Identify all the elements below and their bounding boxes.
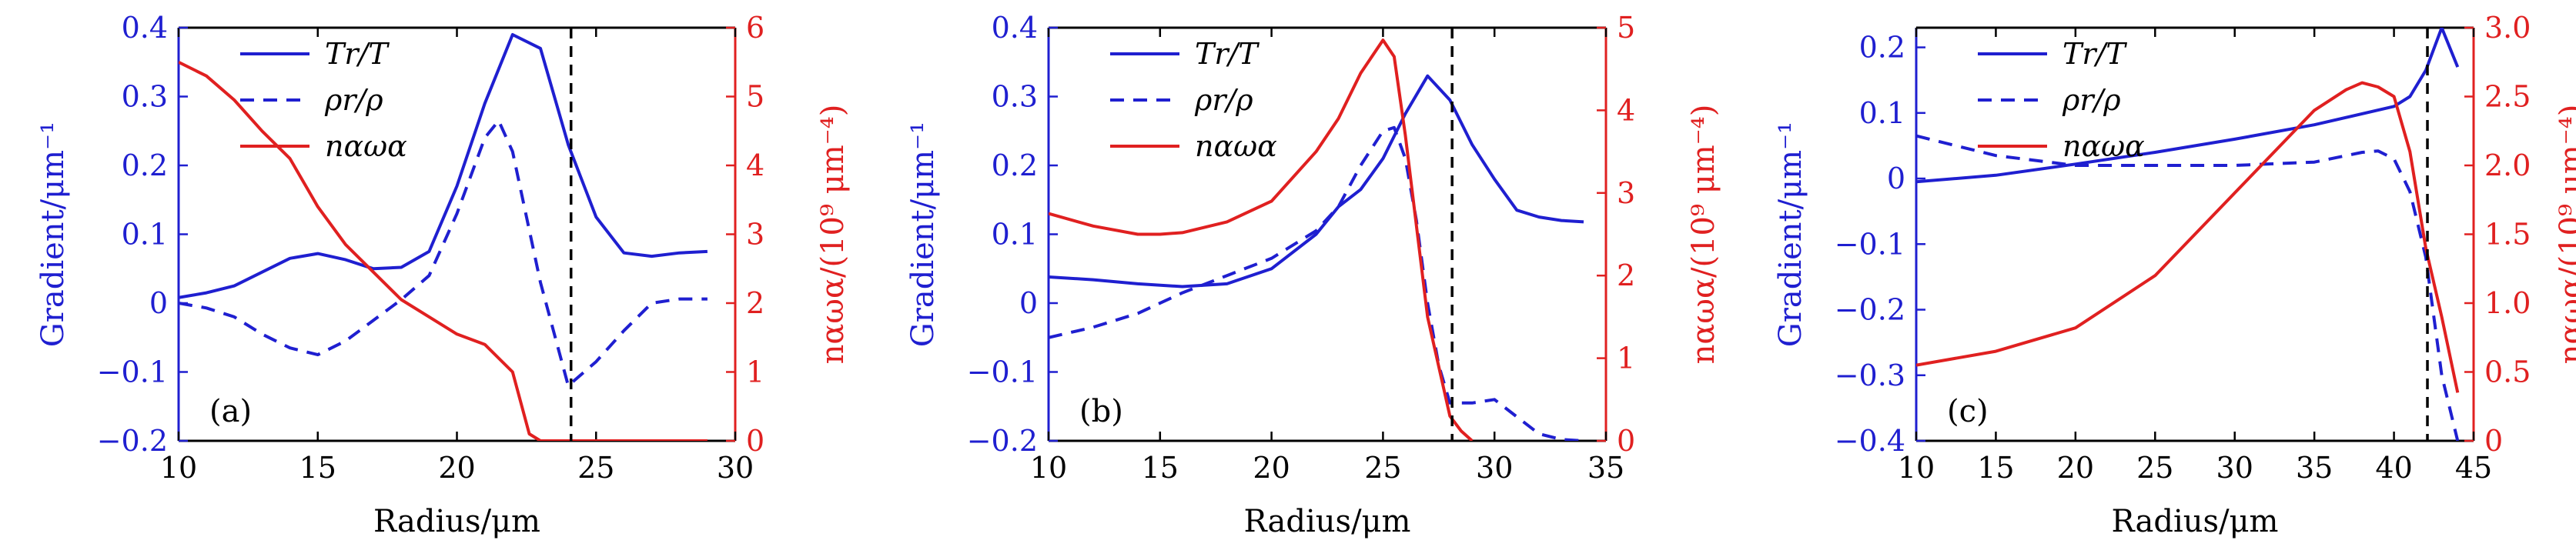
series-t-ratio: [1049, 74, 1584, 289]
y-right-tick-label: 5: [1617, 11, 1635, 45]
y-right-axis-label: nαωα/(10⁹ μm⁻⁴): [1686, 105, 1721, 365]
x-tick-label: 25: [577, 451, 614, 485]
y-left-tick-label: −0.2: [967, 424, 1038, 458]
legend-label: nαωα: [2062, 129, 2145, 163]
x-tick-label: 15: [1977, 451, 2014, 485]
legend-label: ρr/ρ: [1194, 83, 1253, 117]
y-left-tick-label: −0.3: [1835, 359, 1905, 392]
x-tick-label: 15: [299, 451, 336, 485]
x-tick-label: 25: [1364, 451, 1401, 485]
legend-label: Tr/T: [2062, 37, 2127, 71]
x-tick-label: 45: [2455, 451, 2492, 485]
y-left-tick-label: 0: [1887, 162, 1905, 195]
y-left-axis-label: Gradient/μm⁻¹: [1773, 122, 1808, 347]
x-tick-label: 10: [160, 451, 197, 485]
y-left-tick-label: 0.3: [122, 80, 168, 114]
y-right-tick-label: 1.0: [2484, 286, 2531, 320]
x-axis-label: Radius/μm: [373, 504, 540, 539]
x-tick-label: 40: [2375, 451, 2412, 485]
y-left-tick-label: −0.1: [1835, 227, 1905, 261]
y-right-tick-label: 4: [746, 148, 764, 182]
y-left-tick-label: 0.2: [122, 148, 168, 182]
y-left-tick-label: 0: [149, 286, 168, 320]
y-left-axis-label: Gradient/μm⁻¹: [35, 122, 71, 347]
y-left-tick-label: −0.2: [97, 424, 168, 458]
legend-label: Tr/T: [1195, 37, 1260, 71]
y-left-tick-label: 0.4: [992, 11, 1038, 45]
y-left-tick-label: 0.1: [992, 218, 1038, 252]
x-tick-label: 35: [2296, 451, 2333, 485]
y-right-tick-label: 5: [746, 80, 764, 114]
y-right-tick-label: 0.5: [2484, 355, 2531, 389]
y-left-tick-label: 0.1: [1859, 96, 1905, 130]
series-n-alpha-omega: [179, 61, 708, 441]
x-tick-label: 10: [1898, 451, 1935, 485]
series-rho-ratio: [1049, 125, 1584, 441]
legend-label: nαωα: [1195, 129, 1277, 163]
y-left-tick-label: 0.2: [1859, 31, 1905, 65]
y-left-tick-label: 0.4: [122, 11, 168, 45]
y-right-tick-label: 2: [1617, 258, 1635, 292]
x-tick-label: 10: [1030, 451, 1067, 485]
y-right-tick-label: 3: [746, 218, 764, 252]
y-left-tick-label: −0.1: [967, 355, 1038, 389]
x-tick-label: 30: [2216, 451, 2253, 485]
series-t-ratio: [179, 33, 708, 299]
legend-label: nαωα: [325, 129, 407, 163]
y-right-tick-label: 2.0: [2484, 148, 2531, 182]
y-left-tick-label: −0.2: [1835, 293, 1905, 327]
x-tick-label: 20: [438, 451, 475, 485]
y-right-tick-label: 2.5: [2484, 80, 2531, 114]
y-right-tick-label: 1.5: [2484, 218, 2531, 252]
panel-a: 10 15 20 25 30 −0.2 −0.1 0 0.1 0.2 0.3 0.4 0 1 2 3 4 5 6 Ra…: [35, 11, 851, 539]
panel-label: (a): [209, 394, 252, 429]
series-n-alpha-omega: [1916, 81, 2460, 393]
data-series-group: [179, 33, 708, 441]
series-rho-ratio: [179, 118, 708, 388]
panel-label: (c): [1947, 394, 1989, 429]
data-series-group: [1049, 38, 1584, 441]
x-axis-label: Radius/μm: [2112, 504, 2279, 539]
x-axis-label: Radius/μm: [1244, 504, 1411, 539]
x-tick-label: 25: [2136, 451, 2173, 485]
y-right-axis-label: nαωα/(10⁹ μm⁻⁴): [815, 105, 851, 365]
panel-b: 10 15 20 25 30 35 −0.2 −0.1 0 0.1 0.2 0.3 0.4 0 1 2 3 4 5 R…: [905, 11, 1721, 539]
series-n-alpha-omega: [1049, 38, 1474, 441]
y-left-axis-label: Gradient/μm⁻¹: [905, 122, 941, 347]
x-tick-label: 15: [1142, 451, 1179, 485]
legend-label: ρr/ρ: [324, 83, 383, 117]
y-left-tick-label: −0.4: [1835, 424, 1905, 458]
panel-label: (b): [1079, 394, 1123, 429]
y-right-tick-label: 2: [746, 286, 764, 320]
y-right-tick-label: 0: [1617, 424, 1635, 458]
y-right-tick-label: 3: [1617, 176, 1635, 210]
y-right-tick-label: 0: [2484, 424, 2503, 458]
y-left-tick-label: 0.2: [992, 148, 1038, 182]
series-rho-ratio: [1916, 134, 2460, 441]
y-left-tick-label: −0.1: [97, 355, 168, 389]
x-tick-label: 30: [1476, 451, 1513, 485]
panel-c: 10 15 20 25 30 35 40 45 −0.4 −0.3 −0.2 −0.1 0 0.1 0.2 0…: [1773, 11, 2576, 539]
x-tick-label: 20: [2057, 451, 2094, 485]
y-left-tick-label: 0.3: [992, 80, 1038, 114]
y-right-tick-label: 6: [746, 11, 764, 45]
y-right-tick-label: 1: [746, 355, 764, 389]
y-right-tick-label: 1: [1617, 342, 1635, 375]
x-tick-label: 30: [717, 451, 754, 485]
y-right-tick-label: 3.0: [2484, 11, 2531, 45]
x-tick-label: 35: [1587, 451, 1624, 485]
y-left-tick-label: 0: [1019, 286, 1038, 320]
legend-label: Tr/T: [325, 37, 390, 71]
y-right-tick-label: 4: [1617, 93, 1635, 127]
series-t-ratio: [1916, 28, 2460, 184]
x-tick-label: 20: [1253, 451, 1290, 485]
legend-label: ρr/ρ: [2062, 83, 2121, 117]
data-series-group: [1916, 28, 2460, 441]
y-right-axis-label: nαωα/(10⁹ μm⁻⁴): [2554, 105, 2576, 365]
y-right-tick-label: 0: [746, 424, 764, 458]
y-left-tick-label: 0.1: [122, 218, 168, 252]
